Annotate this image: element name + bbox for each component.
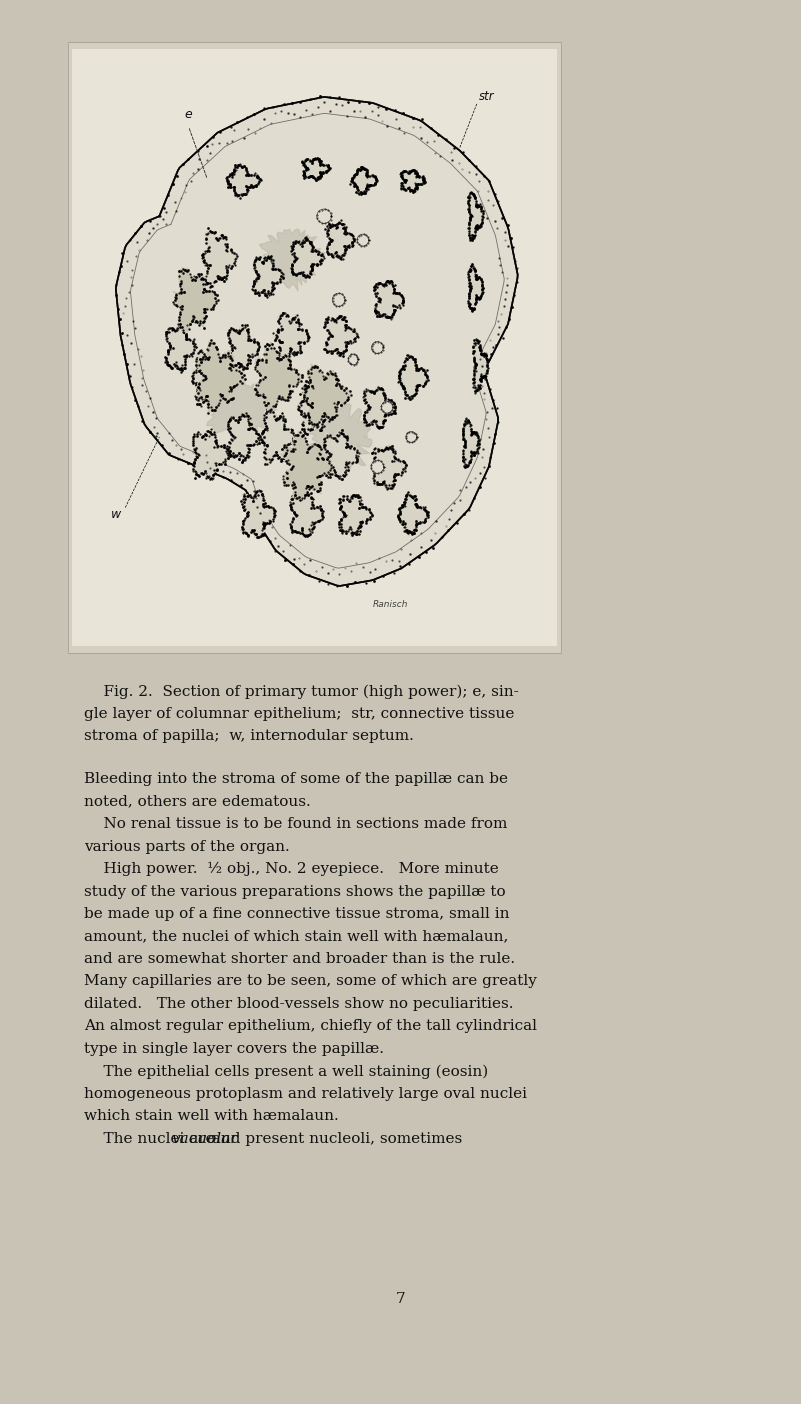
Polygon shape [281, 431, 333, 501]
Text: Fig. 2.  Section of primary tumor (high power); e, sin-: Fig. 2. Section of primary tumor (high p… [84, 685, 519, 699]
Polygon shape [332, 293, 345, 306]
Polygon shape [317, 209, 332, 223]
Polygon shape [227, 164, 263, 198]
Text: The epithelial cells present a well staining (eosin): The epithelial cells present a well stai… [84, 1064, 489, 1078]
Polygon shape [273, 312, 309, 361]
Polygon shape [300, 364, 352, 428]
Text: No renal tissue is to be found in sections made from: No renal tissue is to be found in sectio… [84, 817, 508, 831]
Polygon shape [339, 494, 373, 536]
Text: noted, others are edematous.: noted, others are edematous. [84, 795, 311, 809]
Bar [68, 42, 561, 653]
Text: homogeneous protoplasm and relatively large oval nuclei: homogeneous protoplasm and relatively la… [84, 1087, 527, 1101]
Polygon shape [350, 167, 377, 194]
Polygon shape [290, 493, 324, 536]
Text: High power.  ½ obj., No. 2 eyepiece.   More minute: High power. ½ obj., No. 2 eyepiece. More… [84, 862, 499, 876]
Polygon shape [371, 461, 384, 473]
Polygon shape [462, 418, 480, 468]
Polygon shape [227, 324, 260, 369]
Polygon shape [473, 338, 488, 393]
Polygon shape [374, 281, 404, 320]
Polygon shape [297, 380, 335, 434]
Polygon shape [195, 340, 244, 414]
Polygon shape [227, 413, 261, 462]
Polygon shape [202, 227, 237, 286]
Polygon shape [173, 267, 219, 334]
Text: The nuclei are: The nuclei are [84, 1132, 219, 1146]
Text: and present nucleoli, sometimes: and present nucleoli, sometimes [207, 1132, 462, 1146]
Polygon shape [397, 355, 429, 399]
Polygon shape [165, 324, 196, 372]
Text: various parts of the organ.: various parts of the organ. [84, 840, 290, 854]
Text: dilated.   The other blood-vessels show no peculiarities.: dilated. The other blood-vessels show no… [84, 997, 513, 1011]
Polygon shape [302, 157, 331, 180]
Polygon shape [400, 170, 425, 192]
Polygon shape [325, 220, 356, 260]
Text: str: str [479, 90, 495, 104]
Polygon shape [191, 350, 228, 406]
Polygon shape [260, 410, 295, 465]
Bar [72, 49, 557, 646]
Text: Ranisch: Ranisch [372, 600, 408, 608]
Polygon shape [372, 444, 406, 490]
Polygon shape [357, 234, 368, 246]
Polygon shape [397, 493, 429, 536]
Polygon shape [306, 403, 372, 472]
Polygon shape [255, 343, 304, 411]
Polygon shape [252, 254, 284, 298]
Polygon shape [324, 314, 357, 357]
Text: amount, the nuclei of which stain well with hæmalaun,: amount, the nuclei of which stain well w… [84, 929, 509, 943]
Text: study of the various preparations shows the papillæ to: study of the various preparations shows … [84, 885, 505, 899]
Text: type in single layer covers the papillæ.: type in single layer covers the papillæ. [84, 1042, 384, 1056]
Text: An almost regular epithelium, chiefly of the tall cylindrical: An almost regular epithelium, chiefly of… [84, 1019, 537, 1033]
Text: e: e [184, 108, 192, 121]
Polygon shape [291, 237, 324, 279]
Polygon shape [363, 386, 396, 428]
Polygon shape [372, 341, 383, 354]
Polygon shape [323, 430, 360, 479]
Polygon shape [240, 490, 276, 539]
Text: vacuolar: vacuolar [171, 1132, 238, 1146]
Polygon shape [203, 372, 277, 445]
Text: which stain well with hæmalaun.: which stain well with hæmalaun. [84, 1109, 339, 1123]
Polygon shape [191, 430, 230, 480]
Text: be made up of a fine connective tissue stroma, small in: be made up of a fine connective tissue s… [84, 907, 509, 921]
Polygon shape [348, 354, 358, 365]
Polygon shape [468, 191, 483, 241]
Text: gle layer of columnar epithelium;  str, connective tissue: gle layer of columnar epithelium; str, c… [84, 706, 514, 720]
Polygon shape [116, 97, 517, 585]
Polygon shape [406, 431, 417, 442]
Text: Bleeding into the stroma of some of the papillæ can be: Bleeding into the stroma of some of the … [84, 772, 508, 786]
Text: Many capillaries are to be seen, some of which are greatly: Many capillaries are to be seen, some of… [84, 974, 537, 988]
Text: and are somewhat shorter and broader than is the rule.: and are somewhat shorter and broader tha… [84, 952, 515, 966]
Polygon shape [468, 263, 483, 312]
Polygon shape [253, 229, 325, 291]
Text: stroma of papilla;  w, internodular septum.: stroma of papilla; w, internodular septu… [84, 729, 414, 743]
Polygon shape [381, 402, 393, 413]
Text: w: w [111, 508, 121, 521]
Text: 7: 7 [396, 1292, 405, 1306]
